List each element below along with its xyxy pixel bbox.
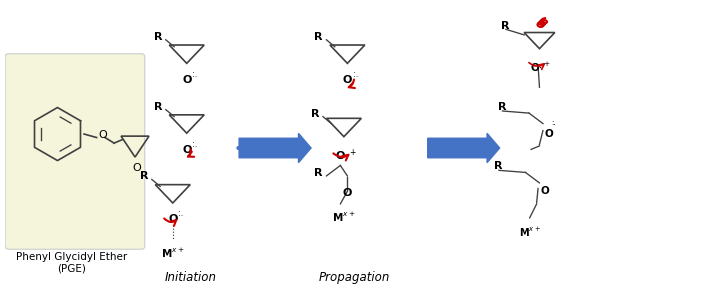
Text: R: R [501, 21, 510, 31]
Text: Propagation: Propagation [319, 271, 390, 284]
Text: R: R [314, 32, 323, 42]
Text: :.: :. [551, 120, 556, 126]
Text: R: R [314, 168, 323, 178]
FancyBboxPatch shape [5, 54, 145, 249]
Text: O: O [133, 163, 142, 173]
Text: Initiation: Initiation [164, 271, 216, 284]
Text: O: O [182, 75, 191, 85]
Text: O: O [541, 186, 550, 197]
Text: R: R [311, 109, 319, 119]
Text: M$^{x+}$: M$^{x+}$ [161, 247, 185, 260]
FancyArrow shape [428, 133, 500, 163]
Text: O: O [168, 214, 178, 224]
Text: :.: :. [192, 70, 197, 79]
Text: :.: :. [178, 210, 184, 218]
Text: O: O [98, 130, 106, 140]
Text: O$\cdot^+$: O$\cdot^+$ [335, 148, 357, 163]
Text: R: R [154, 102, 162, 112]
Text: R: R [498, 102, 506, 112]
Text: R: R [140, 171, 148, 181]
Text: O: O [343, 75, 352, 85]
FancyArrow shape [239, 133, 311, 163]
Text: M$^{x+}$: M$^{x+}$ [332, 211, 355, 224]
Text: O: O [343, 189, 352, 199]
Text: O: O [182, 144, 191, 155]
Text: :.: :. [353, 70, 358, 79]
Text: R: R [494, 161, 503, 171]
Text: O$\cdot^+$: O$\cdot^+$ [530, 61, 551, 74]
Text: M$^{x+}$: M$^{x+}$ [519, 226, 541, 239]
Text: Phenyl Glycidyl Ether
(PGE): Phenyl Glycidyl Ether (PGE) [16, 252, 127, 274]
Text: :.: :. [192, 140, 197, 149]
Text: R: R [154, 32, 162, 42]
Text: O: O [544, 129, 553, 139]
